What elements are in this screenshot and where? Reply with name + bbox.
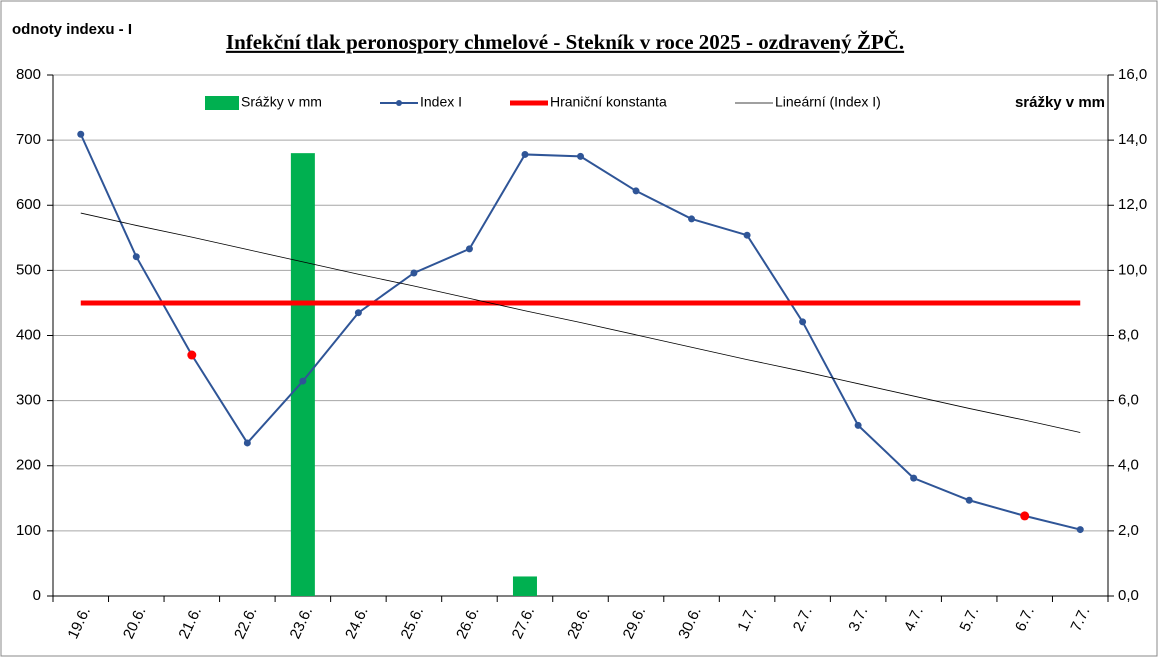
point [299,377,307,385]
y2-tick-label: 2,0 [1118,522,1139,539]
bar [290,153,315,596]
point [910,474,918,482]
point [465,245,473,253]
point [1076,526,1084,534]
point [1020,511,1030,521]
y2-tick-label: 16,0 [1118,66,1147,83]
y2-axis-label: srážky v mm [1015,94,1105,111]
point [410,269,418,277]
point [354,309,362,317]
y-tick-label: 800 [16,66,41,83]
point [743,231,751,239]
point [688,215,696,223]
chart-title: Infekční tlak peronospory chmelové - Ste… [226,30,904,54]
point [243,439,251,447]
y-tick-label: 300 [16,392,41,409]
point [632,187,640,195]
bar [512,576,537,596]
point [965,496,973,504]
y-tick-label: 600 [16,196,41,213]
point [187,350,197,360]
y-tick-label: 200 [16,457,41,474]
y-tick-label: 700 [16,131,41,148]
y2-tick-label: 12,0 [1118,196,1147,213]
y-axis-label: odnoty indexu - I [12,21,132,38]
legend-swatch [205,96,239,110]
legend-marker [396,100,402,106]
point [521,150,529,158]
point [77,130,85,138]
legend-label: Hraniční konstanta [550,94,667,110]
y-tick-label: 400 [16,326,41,343]
line [80,212,1081,433]
y2-tick-label: 14,0 [1118,131,1147,148]
y2-tick-label: 4,0 [1118,457,1139,474]
y-tick-label: 500 [16,261,41,278]
point [132,253,140,261]
y2-tick-label: 0,0 [1118,587,1139,604]
point [854,421,862,429]
y-tick-label: 0 [33,587,41,604]
legend-label: Lineární (Index I) [775,94,881,110]
y2-tick-label: 6,0 [1118,392,1139,409]
y2-tick-label: 8,0 [1118,326,1139,343]
point [799,318,807,326]
y2-tick-label: 10,0 [1118,261,1147,278]
y-tick-label: 100 [16,522,41,539]
point [577,152,584,160]
legend-label: Index I [420,94,462,110]
legend-label: Srážky v mm [241,94,322,110]
